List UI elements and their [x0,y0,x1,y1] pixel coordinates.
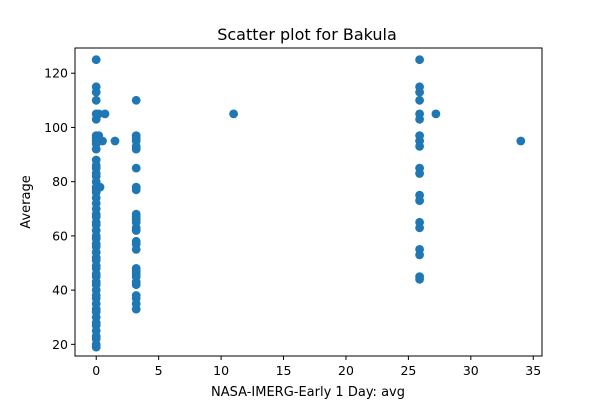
scatter-point [131,163,141,173]
y-axis-ticks: 20 40 60 80 100 120 [44,66,75,352]
scatter-point [415,169,424,178]
x-tick-label: 5 [155,363,163,378]
scatter-point [91,342,101,352]
scatter-point [516,136,526,146]
x-tick-label: 35 [525,363,541,378]
y-tick-label: 20 [52,337,68,352]
scatter-point [415,95,424,105]
y-tick-label: 60 [52,228,68,243]
scatter-point [98,136,107,146]
scatter-point [94,109,104,119]
scatter-point [91,144,101,154]
scatter-point [229,109,239,119]
scatter-point [131,144,141,154]
x-tick-label: 25 [400,363,416,378]
scatter-point [91,87,101,97]
plot-frame [74,47,543,357]
scatter-point [415,274,424,284]
x-axis-ticks: 0 5 10 15 20 25 30 35 [92,356,541,378]
scatter-point [91,95,101,105]
chart-title: Scatter plot for Bakula [217,25,397,44]
x-tick-label: 10 [213,363,229,378]
scatter-point [131,226,141,235]
x-axis-label: NASA-IMERG-Early 1 Day: avg [211,385,405,400]
scatter-point [415,223,424,233]
x-tick-label: 30 [463,363,479,378]
scatter-point [110,136,120,146]
scatter-point [415,55,424,65]
scatter-point [415,87,424,97]
scatter-point [415,142,424,151]
y-tick-label: 40 [52,283,68,298]
x-tick-label: 20 [338,363,354,378]
scatter-point [131,95,141,105]
scatter-point [415,196,424,206]
scatter-point [415,250,424,260]
y-tick-label: 120 [44,66,68,81]
scatter-point [91,55,101,65]
x-tick-label: 15 [276,363,292,378]
scatter-point [131,280,141,290]
x-tick-label: 0 [92,363,100,378]
y-tick-label: 100 [44,120,68,135]
y-axis-label: Average [19,175,34,228]
scatter-point [131,304,141,314]
scatter-point [100,109,110,119]
scatter-point [131,245,141,254]
scatter-point [431,109,441,119]
y-tick-label: 80 [52,174,68,189]
points-layer [91,55,526,352]
scatter-point [95,182,105,192]
scatter-point [131,185,141,195]
scatter-point [415,114,424,124]
